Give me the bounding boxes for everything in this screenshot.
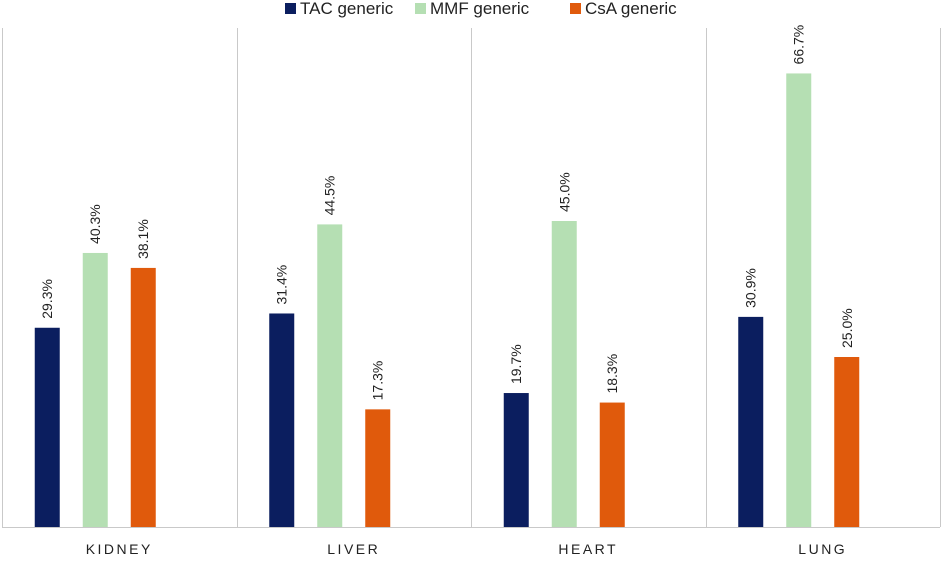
value-label-kidney-tac-generic: 29.3% — [39, 279, 55, 319]
value-label-lung-tac-generic: 30.9% — [743, 268, 759, 308]
bar-kidney-tac-generic — [34, 327, 60, 527]
bar-heart-mmf-generic — [551, 221, 577, 527]
category-label-kidney: KIDNEY — [86, 541, 153, 557]
value-label-kidney-mmf-generic: 40.3% — [87, 204, 103, 244]
legend-swatch — [285, 3, 296, 14]
bar-liver-tac-generic — [269, 313, 295, 527]
legend-label: CsA generic — [585, 0, 677, 18]
value-label-heart-tac-generic: 19.7% — [508, 344, 524, 384]
bar-lung-mmf-generic — [786, 73, 812, 527]
bar-kidney-mmf-generic — [82, 252, 108, 527]
legend-label: MMF generic — [430, 0, 530, 18]
category-label-lung: LUNG — [798, 541, 847, 557]
value-label-liver-tac-generic: 31.4% — [274, 265, 290, 305]
category-label-heart: HEART — [558, 541, 618, 557]
value-label-liver-csa-generic: 17.3% — [370, 361, 386, 401]
value-label-heart-csa-generic: 18.3% — [604, 354, 620, 394]
bar-heart-tac-generic — [503, 393, 529, 527]
bar-liver-mmf-generic — [317, 224, 343, 527]
value-label-liver-mmf-generic: 44.5% — [322, 176, 338, 216]
legend: TAC generic MMF generic CsA generic — [285, 0, 677, 18]
bar-kidney-csa-generic — [130, 267, 156, 527]
value-label-lung-mmf-generic: 66.7% — [791, 25, 807, 65]
category-labels: KIDNEY LIVER HEART LUNG — [86, 541, 847, 557]
legend-item-mmf-generic: MMF generic — [415, 0, 530, 18]
bars — [34, 73, 860, 527]
value-label-lung-csa-generic: 25.0% — [839, 308, 855, 348]
bar-liver-csa-generic — [365, 409, 391, 527]
value-label-heart-mmf-generic: 45.0% — [556, 172, 572, 212]
legend-item-csa-generic: CsA generic — [570, 0, 677, 18]
legend-label: TAC generic — [300, 0, 394, 18]
bar-heart-csa-generic — [599, 402, 625, 527]
value-label-kidney-csa-generic: 38.1% — [135, 219, 151, 259]
bar-lung-csa-generic — [834, 357, 860, 527]
bar-lung-tac-generic — [738, 316, 764, 527]
legend-swatch — [570, 3, 581, 14]
legend-swatch — [415, 3, 426, 14]
category-label-liver: LIVER — [327, 541, 380, 557]
legend-item-tac-generic: TAC generic — [285, 0, 394, 18]
value-labels: 29.3% 40.3% 38.1% 31.4% 44.5% 17.3% 19.7% 45.0%… — [39, 25, 855, 401]
